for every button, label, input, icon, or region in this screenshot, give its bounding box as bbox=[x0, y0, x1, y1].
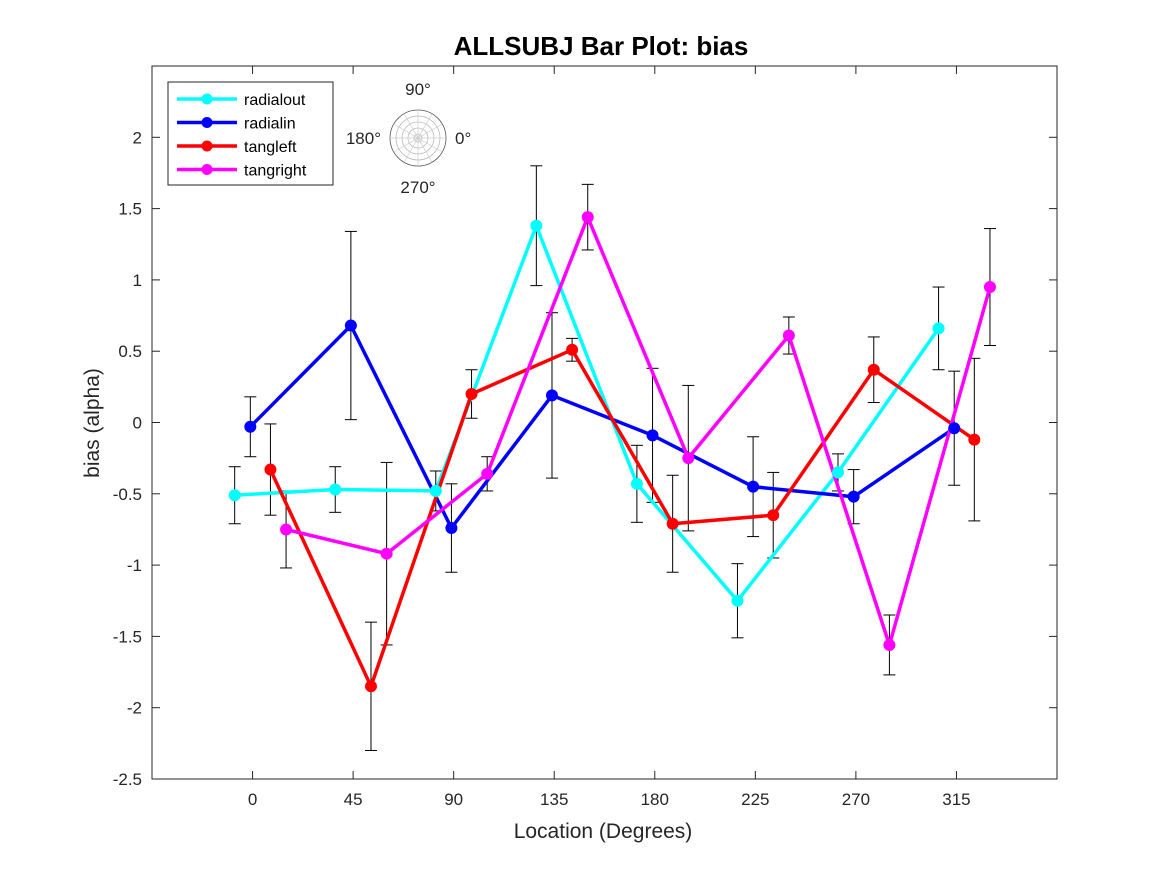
legend-marker-radialin bbox=[201, 117, 213, 128]
data-point-radialout bbox=[731, 594, 744, 607]
series-line-tangright bbox=[285, 215, 992, 647]
data-point-radialin bbox=[445, 522, 458, 535]
data-point-tangleft bbox=[867, 363, 880, 376]
x-tick-label: 315 bbox=[942, 790, 970, 809]
data-point-tangright bbox=[481, 467, 494, 480]
x-tick-label: 45 bbox=[344, 790, 363, 809]
data-point-radialout bbox=[530, 219, 543, 232]
data-point-radialout bbox=[832, 466, 845, 479]
inset-label-270: 270° bbox=[400, 178, 435, 197]
data-point-tangleft bbox=[364, 680, 377, 693]
x-tick-label: 225 bbox=[741, 790, 769, 809]
y-tick-label: -2 bbox=[127, 699, 142, 718]
x-tick-label: 0 bbox=[248, 790, 257, 809]
data-point-tangleft bbox=[666, 517, 679, 530]
legend-label-tangleft: tangleft bbox=[244, 139, 297, 156]
data-point-radialin bbox=[847, 490, 860, 503]
x-tick-label: 270 bbox=[842, 790, 870, 809]
data-point-radialout bbox=[228, 489, 241, 502]
data-point-tangright bbox=[983, 281, 996, 294]
data-point-tangright bbox=[782, 329, 795, 342]
data-point-radialin bbox=[948, 422, 961, 435]
legend: radialout radialin tangleft tangright bbox=[167, 81, 334, 186]
data-point-tangleft bbox=[264, 463, 277, 476]
data-point-radialin bbox=[244, 420, 257, 433]
series-line-radialin bbox=[249, 323, 956, 530]
direction-inset: 90° 180° 0° 270° bbox=[346, 80, 471, 197]
legend-label-radialout: radialout bbox=[244, 92, 306, 109]
y-tick-label: 0 bbox=[133, 414, 142, 433]
legend-label-tangright: tangright bbox=[244, 163, 307, 180]
data-point-tangleft bbox=[767, 509, 780, 522]
y-tick-label: -0.5 bbox=[113, 485, 142, 504]
y-tick-label: -1 bbox=[127, 556, 142, 575]
inset-label-90: 90° bbox=[405, 80, 431, 99]
data-point-tangright bbox=[581, 211, 594, 224]
data-point-tangright bbox=[682, 452, 695, 465]
x-tick-label: 135 bbox=[540, 790, 568, 809]
series-line-tangleft bbox=[268, 348, 976, 689]
data-point-tangleft bbox=[968, 433, 981, 446]
data-point-radialin bbox=[344, 319, 357, 332]
y-tick-label: 0.5 bbox=[118, 342, 142, 361]
y-tick-label: -2.5 bbox=[113, 770, 142, 789]
data-point-tangright bbox=[280, 523, 293, 536]
legend-marker-tangright bbox=[201, 164, 213, 175]
data-point-radialin bbox=[646, 429, 659, 442]
data-point-radialout bbox=[630, 477, 643, 490]
data-point-radialin bbox=[545, 389, 558, 402]
y-tick-label: 1 bbox=[133, 271, 142, 290]
legend-marker-tangleft bbox=[201, 140, 213, 152]
data-point-radialout bbox=[932, 322, 945, 335]
y-tick-label: -1.5 bbox=[113, 627, 142, 646]
legend-label-radialin: radialin bbox=[244, 116, 296, 133]
x-axis-label: Location (Degrees) bbox=[514, 820, 693, 843]
chart-title: ALLSUBJ Bar Plot: bias bbox=[454, 31, 749, 61]
data-point-radialout bbox=[429, 484, 442, 497]
x-tick-label: 90 bbox=[444, 790, 463, 809]
x-tick-label: 180 bbox=[641, 790, 669, 809]
inset-label-0: 0° bbox=[455, 129, 471, 148]
inset-label-180: 180° bbox=[346, 129, 381, 148]
data-point-tangright bbox=[380, 547, 393, 560]
data-point-tangleft bbox=[566, 343, 579, 356]
y-axis-label: bias (alpha) bbox=[81, 368, 104, 478]
inset-polar-spoke bbox=[393, 123, 443, 153]
y-tick-label: 2 bbox=[133, 128, 142, 147]
data-point-tangleft bbox=[465, 387, 478, 400]
data-point-radialout bbox=[329, 483, 342, 496]
series-lines bbox=[228, 211, 996, 693]
data-point-tangright bbox=[883, 638, 896, 651]
axes: 0 45 90 135 180 225 270 315 -2.5 -2 -1.5 -1 -0.5 0 0.5… bbox=[113, 65, 1058, 809]
data-point-radialin bbox=[747, 480, 760, 493]
y-tick-label: 1.5 bbox=[118, 200, 142, 219]
legend-marker-radialout bbox=[201, 93, 213, 105]
